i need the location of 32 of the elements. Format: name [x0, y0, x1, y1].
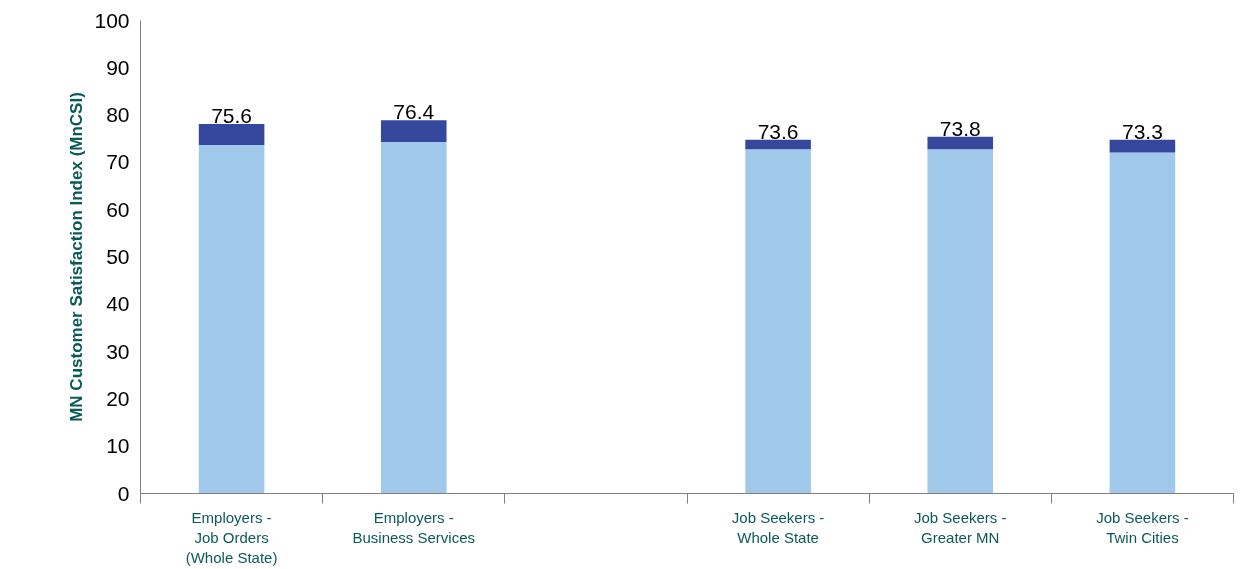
bar — [927, 136, 994, 150]
y-tick-label: 30 — [106, 339, 130, 363]
bar — [198, 144, 265, 494]
y-tick-label: 80 — [106, 103, 130, 127]
bar — [1109, 139, 1176, 153]
annotation: 73.6 — [757, 119, 799, 143]
y-tick-label: 100 — [94, 8, 130, 32]
annotation: 73.8 — [939, 116, 981, 140]
x-tick-label: Employers - Business Services — [352, 508, 476, 546]
bar — [380, 142, 447, 494]
bar — [745, 149, 811, 494]
y-tick-label: 0 — [117, 481, 130, 505]
y-tick-label: 10 — [106, 434, 130, 458]
y-tick-label: 20 — [106, 386, 130, 410]
x-tick-label: Job Seekers - Whole State — [731, 508, 825, 546]
bar — [745, 139, 811, 150]
y-tick-label: 40 — [106, 292, 130, 316]
bar — [1109, 152, 1176, 494]
y-tick-label: 50 — [106, 245, 130, 268]
x-tick-label: Job Seekers - Greater MN — [913, 508, 1007, 546]
annotation: 73.3 — [1121, 119, 1163, 143]
x-tick-label: Employers - Job Orders (Whole State) — [185, 508, 278, 567]
annotation: 76.4 — [393, 100, 435, 124]
annotation: 75.6 — [211, 104, 253, 128]
y-tick-label: 60 — [106, 197, 130, 221]
bar — [927, 149, 994, 494]
x-tick-label: Job Seekers - Twin Cities — [1096, 508, 1189, 546]
bar — [380, 120, 447, 143]
y-tick-label: 70 — [106, 150, 130, 174]
y-axis-title: MN Customer Satisfaction Index (MnCSI) — [67, 92, 87, 422]
bar — [198, 124, 265, 145]
y-tick-label: 90 — [106, 55, 130, 79]
